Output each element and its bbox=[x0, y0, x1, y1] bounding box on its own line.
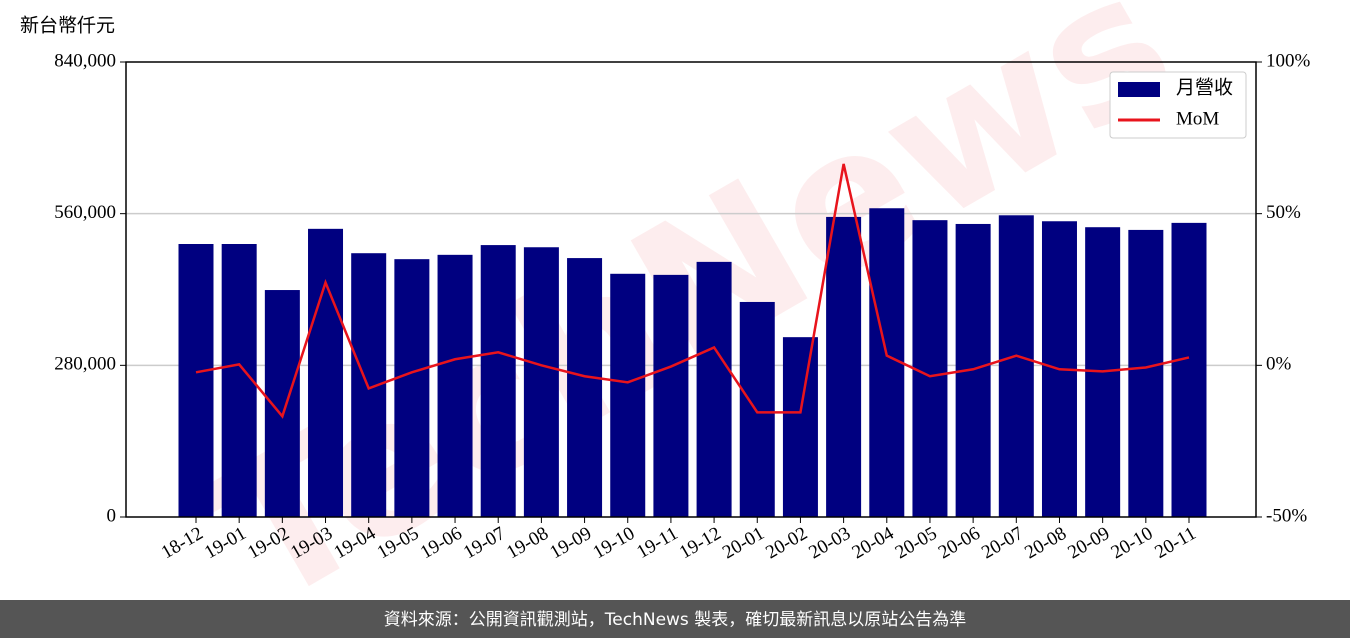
y-axis-label: 新台幣仟元 bbox=[20, 14, 115, 36]
x-tick-label: 19-11 bbox=[633, 523, 681, 563]
x-tick-label: 20-09 bbox=[1064, 523, 1113, 563]
bar bbox=[782, 337, 818, 517]
x-tick-label: 20-06 bbox=[935, 523, 984, 563]
legend-label: MoM bbox=[1176, 108, 1219, 129]
x-tick-label: 20-10 bbox=[1108, 523, 1157, 563]
x-tick-label: 20-08 bbox=[1021, 523, 1070, 563]
x-tick-label: 20-04 bbox=[849, 523, 898, 564]
y2-tick-label: 0% bbox=[1266, 354, 1292, 375]
y2-tick-label: 100% bbox=[1266, 50, 1311, 71]
y-tick-label: 560,000 bbox=[54, 202, 116, 223]
bar bbox=[480, 245, 516, 518]
bar bbox=[912, 220, 948, 517]
bar bbox=[696, 261, 732, 517]
plot-frame bbox=[125, 61, 1257, 518]
y-tick-label: 840,000 bbox=[54, 50, 116, 71]
bar bbox=[567, 258, 603, 517]
footer: 資料來源：公開資訊觀測站，TechNews 製表，確切最新訊息以原站公告為準 bbox=[384, 610, 966, 630]
bar bbox=[869, 208, 905, 517]
footer-band bbox=[0, 600, 1350, 638]
bar bbox=[1171, 222, 1207, 517]
x-tick-label: 20-05 bbox=[892, 523, 941, 563]
x-tick-label: 19-10 bbox=[590, 523, 639, 563]
y-tick-label: 280,000 bbox=[54, 354, 116, 375]
y-tick-label: 0 bbox=[107, 505, 117, 526]
x-tick-label: 20-03 bbox=[805, 523, 854, 563]
bar bbox=[826, 216, 862, 517]
bar bbox=[998, 215, 1034, 517]
x-tick-label: 19-12 bbox=[676, 523, 725, 563]
bar bbox=[1128, 229, 1164, 517]
bar bbox=[308, 228, 344, 518]
x-tick-label: 20-11 bbox=[1151, 523, 1199, 563]
legend-label: 月營收 bbox=[1176, 76, 1233, 98]
bar bbox=[653, 274, 689, 517]
bar bbox=[523, 247, 559, 517]
bar bbox=[221, 244, 257, 517]
bar bbox=[437, 254, 473, 518]
x-tick-label: 20-02 bbox=[762, 523, 811, 563]
x-tick-label: 18-12 bbox=[158, 523, 207, 563]
bar bbox=[739, 301, 775, 517]
bar bbox=[610, 273, 646, 517]
line bbox=[195, 163, 1190, 419]
bar bbox=[178, 244, 214, 517]
bar bbox=[394, 259, 430, 517]
x-tick-label: 20-07 bbox=[978, 523, 1027, 563]
x-tick-label: 19-08 bbox=[503, 523, 552, 563]
x-tick-label: 19-09 bbox=[546, 523, 595, 563]
x-tick-label: 20-01 bbox=[719, 523, 768, 563]
y2-tick-label: -50% bbox=[1266, 505, 1307, 526]
y2-tick-label: 50% bbox=[1266, 202, 1301, 223]
legend-swatch bbox=[1118, 82, 1160, 97]
